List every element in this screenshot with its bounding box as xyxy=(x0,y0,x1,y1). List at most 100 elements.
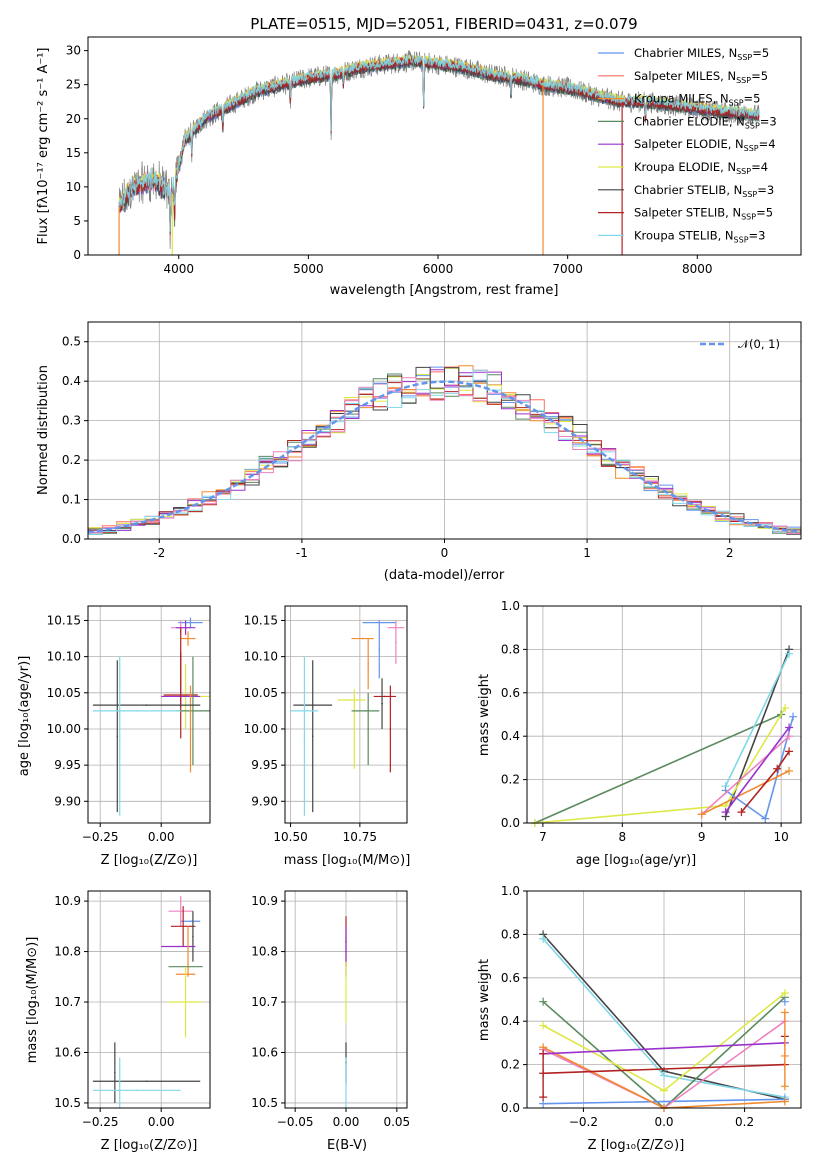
mw-vs-age-panel: age [log₁₀(age/yr)] mass weight 7 8 9 10 0.0… xyxy=(477,599,802,868)
x-tick-label: 2 xyxy=(726,546,734,560)
mass-vs-Z-ylabel: mass [log₁₀(M/M⊙)] xyxy=(25,937,40,1064)
mass-vs-ebv-xlabel: E(B-V) xyxy=(327,1138,367,1153)
mw-vs-Z-ylabel: mass weight xyxy=(477,959,492,1041)
y-tick-label: 0.4 xyxy=(62,374,81,388)
axes-frame xyxy=(87,890,211,1109)
spectrum-panel: PLATE=0515, MJD=52051, FIBERID=0431, z=0… xyxy=(36,15,802,298)
mass-weight-line xyxy=(534,713,782,824)
mass-weight-line xyxy=(543,1063,785,1075)
y-tick-label: 9.95 xyxy=(54,758,81,772)
age-vs-Z-ylabel: age [log₁₀(age/yr)] xyxy=(17,656,32,777)
mass-weight-marker xyxy=(785,649,794,658)
x-tick-label: 5000 xyxy=(293,262,324,276)
errorbar-point xyxy=(136,1089,138,1092)
mass-weight-marker xyxy=(785,747,794,756)
axes-frame xyxy=(87,36,802,256)
x-tick-label: 1 xyxy=(583,546,591,560)
x-tick-label: 10.50 xyxy=(273,830,307,844)
mass-weight-marker xyxy=(539,934,548,943)
errorbar-point xyxy=(353,728,356,730)
mass_vs_Z-points xyxy=(92,896,203,1108)
mass-weight-marker xyxy=(761,814,770,823)
spectrum-title: PLATE=0515, MJD=52051, FIBERID=0431, z=0… xyxy=(250,15,637,33)
errorbar-point xyxy=(187,637,189,640)
mass-weight-marker xyxy=(697,810,706,819)
mass-weight-marker xyxy=(785,723,794,732)
errorbar-point xyxy=(192,710,194,712)
y-tick-label: 0.4 xyxy=(501,729,520,743)
y-tick-label: 0.6 xyxy=(501,686,520,700)
errorbar-point xyxy=(384,695,386,698)
mass-weight-marker xyxy=(660,1071,668,1080)
age_vs_Z-points xyxy=(92,617,210,816)
residuals-ylabel: Normed distribution xyxy=(36,365,51,495)
mass-weight-marker xyxy=(789,712,798,721)
age-vs-Z-xlabel: Z [log₁₀(Z/Z⊙)] xyxy=(101,853,198,868)
y-tick-label: 10.15 xyxy=(47,613,81,627)
y-tick-label: 0.2 xyxy=(501,1058,520,1072)
axes-frame xyxy=(526,890,802,1109)
legend-subscript: SSP xyxy=(737,53,752,62)
mw-vs-Z-panel: Z [log₁₀(Z/Z⊙)] mass weight −0.2 0.0 0.2 0.… xyxy=(477,884,802,1153)
legend-value: =5 xyxy=(752,46,769,60)
y-tick-label: 30 xyxy=(66,44,81,58)
legend-label: Chabrier STELIB, NSSP=3 xyxy=(634,183,774,199)
y-tick-label: 10.10 xyxy=(47,650,81,664)
legend-value: =3 xyxy=(760,114,777,128)
mass-weight-marker xyxy=(781,703,790,712)
mass-vs-Z-panel: Z [log₁₀(Z/Z⊙)] mass [log₁₀(M/M⊙)] −0.25… xyxy=(25,890,211,1153)
x-tick-label: 4000 xyxy=(163,262,194,276)
errorbar-point xyxy=(184,626,187,629)
y-tick-label: 9.95 xyxy=(251,758,278,772)
errorbar-point xyxy=(145,704,148,706)
legend-label: Kroupa STELIB, NSSP=3 xyxy=(634,228,765,244)
y-tick-label: 0.2 xyxy=(501,773,520,787)
errorbar-point xyxy=(395,641,397,643)
errorbar-point xyxy=(182,925,184,928)
mass-vs-ebv-panel: E(B-V) −0.05 0.00 0.05 10.5 10.6 10.7 10.8 10.9 xyxy=(251,890,410,1153)
x-tick-label: 9 xyxy=(698,830,706,844)
x-tick-label: 0.00 xyxy=(148,830,175,844)
x-tick-label: −0.25 xyxy=(82,1115,119,1129)
errorbar-point xyxy=(345,1081,347,1084)
errorbar-point xyxy=(192,935,194,938)
age_vs_mass-points xyxy=(290,620,405,816)
legend-label: Chabrier MILES, NSSP=5 xyxy=(634,46,769,62)
x-tick-label: 7 xyxy=(539,830,547,844)
y-tick-label: 5 xyxy=(73,214,81,228)
errorbar-point xyxy=(350,699,353,701)
x-tick-label: 0.00 xyxy=(333,1115,360,1129)
spectrum-plot-area: 4000 5000 6000 7000 8000 0 5 10 15 20 25 30 xyxy=(66,36,802,276)
legend-subscript: SSP xyxy=(741,213,756,222)
x-tick-label: 7000 xyxy=(552,262,583,276)
x-tick-label: −0.25 xyxy=(82,830,119,844)
y-tick-label: 0.1 xyxy=(62,493,81,507)
mass_vs_ebv-axes: −0.05 0.00 0.05 10.5 10.6 10.7 10.8 10.9 xyxy=(251,891,410,1129)
x-tick-label: -2 xyxy=(153,546,165,560)
mass-weight-marker xyxy=(780,988,789,997)
x-tick-label: 0.0 xyxy=(654,1115,673,1129)
x-tick-label: −0.05 xyxy=(277,1115,314,1129)
errorbar-point xyxy=(389,728,392,730)
y-tick-label: 10.05 xyxy=(47,686,81,700)
errorbar-point xyxy=(118,1081,121,1084)
age-vs-mass-panel: mass [log₁₀(M/M⊙)] 10.50 10.759.909.9510.… xyxy=(244,605,410,868)
y-tick-label: 0.8 xyxy=(501,642,520,656)
legend-subscript: SSP xyxy=(745,121,760,130)
y-tick-label: 0.8 xyxy=(501,927,520,941)
y-tick-label: 25 xyxy=(66,78,81,92)
age-vs-Z-panel: Z [log₁₀(Z/Z⊙)] age [log₁₀(age/yr)] −0.2… xyxy=(17,605,211,868)
y-tick-label: 10.9 xyxy=(54,894,81,908)
y-tick-label: 0.5 xyxy=(62,335,81,349)
y-tick-label: 1.0 xyxy=(501,599,520,613)
y-tick-label: 10.8 xyxy=(54,945,81,959)
y-tick-label: 10.10 xyxy=(244,650,278,664)
mass-weight-marker xyxy=(780,997,789,1006)
x-tick-label: 10.75 xyxy=(343,830,377,844)
axes-frame xyxy=(284,605,408,824)
x-tick-label: −0.2 xyxy=(569,1115,598,1129)
legend-label: Salpeter ELODIE, NSSP=4 xyxy=(634,137,776,153)
legend-subscript: SSP xyxy=(736,76,751,85)
errorbar-point xyxy=(114,1071,116,1074)
y-tick-label: 10.6 xyxy=(54,1045,81,1059)
